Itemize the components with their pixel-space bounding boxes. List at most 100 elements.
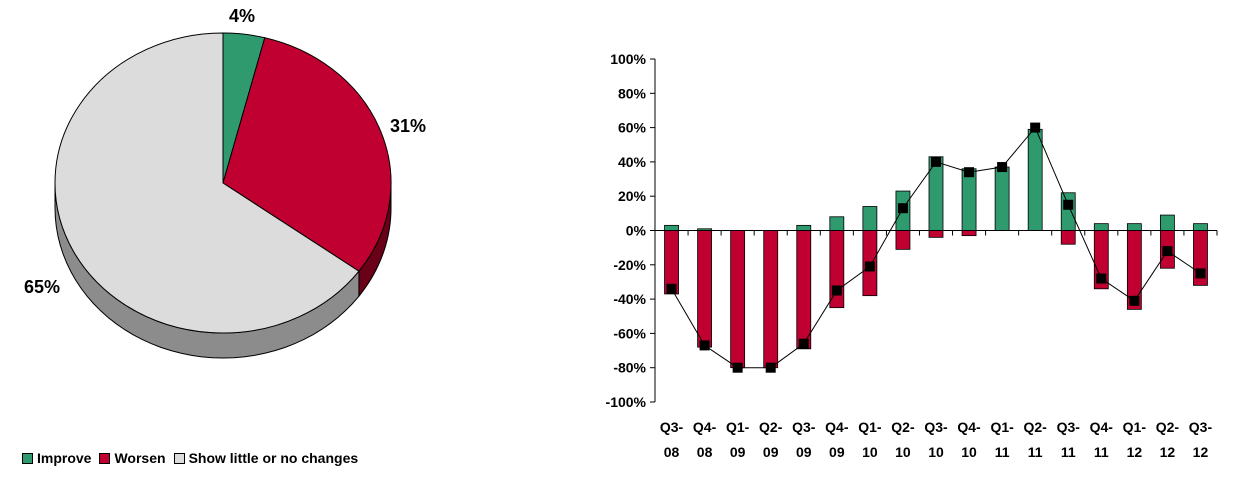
x-tick-label-quarter: Q1- (858, 419, 882, 435)
x-tick-label-quarter: Q2- (1156, 419, 1180, 435)
x-tick-label-year: 10 (862, 444, 878, 460)
x-tick-label-quarter: Q1- (726, 419, 750, 435)
x-tick-label-year: 08 (697, 444, 713, 460)
y-tick-label: 40% (618, 154, 647, 170)
x-tick-label-quarter: Q2- (891, 419, 915, 435)
bar-improve (994, 166, 1010, 231)
y-tick-label: 20% (618, 188, 647, 204)
net-balance-marker (798, 338, 809, 349)
net-balance-marker (699, 340, 710, 351)
bar-worsen (961, 230, 977, 237)
net-balance-marker (1129, 295, 1140, 306)
pie-label-1: 31% (390, 116, 426, 136)
x-tick-label-quarter: Q3- (1189, 419, 1213, 435)
x-tick-label-year: 09 (763, 444, 779, 460)
legend-label-improve: Improve (37, 450, 92, 466)
y-tick-label: -60% (613, 325, 646, 341)
x-tick-label-quarter: Q4- (957, 419, 981, 435)
pie-legend: Improve Worsen Show little or no changes (22, 450, 366, 466)
y-tick-label: 80% (618, 85, 647, 101)
x-tick-label-quarter: Q3- (792, 419, 816, 435)
net-balance-marker (964, 167, 975, 178)
bar-improve (829, 216, 845, 231)
x-tick-label-quarter: Q3- (1057, 419, 1081, 435)
x-tick-label-quarter: Q3- (924, 419, 948, 435)
x-tick-label-year: 12 (1160, 444, 1176, 460)
bar-worsen (928, 230, 944, 238)
x-tick-label-year: 11 (1061, 444, 1076, 460)
x-tick-label-quarter: Q2- (1024, 419, 1048, 435)
x-tick-label-year: 10 (961, 444, 977, 460)
bar-worsen (730, 230, 746, 369)
x-tick-label-year: 08 (664, 444, 680, 460)
bar-worsen (1060, 230, 1076, 245)
net-balance-marker (1063, 199, 1074, 210)
net-balance-marker (765, 362, 776, 373)
x-tick-label-year: 11 (995, 444, 1010, 460)
y-tick-label: -80% (613, 360, 646, 376)
net-balance-marker (732, 362, 743, 373)
pie-chart: 4% 31% 65% (24, 6, 426, 359)
net-balance-marker (864, 261, 875, 272)
bar-worsen (697, 230, 712, 348)
x-tick-label-year: 10 (895, 444, 911, 460)
x-tick-label-year: 11 (1094, 444, 1109, 460)
pie-slice-2 (54, 32, 360, 334)
x-tick-label-quarter: Q1- (990, 419, 1014, 435)
bar-worsen (895, 230, 911, 250)
legend-item-worsen: Worsen (99, 450, 166, 466)
legend-swatch-improve (22, 452, 33, 464)
bar-improve (664, 224, 679, 231)
legend-swatch-worsen (99, 452, 111, 464)
net-balance-marker (1096, 273, 1107, 284)
y-tick-label: -20% (613, 257, 646, 273)
net-balance-marker (1195, 268, 1206, 279)
bar-improve (1160, 214, 1175, 231)
x-tick-label-year: 09 (796, 444, 812, 460)
y-tick-label: 100% (610, 51, 646, 67)
y-tick-label: 60% (618, 120, 647, 136)
x-tick-label-quarter: Q3- (660, 419, 684, 435)
legend-label-no-change: Show little or no changes (188, 450, 359, 466)
bar-worsen (763, 230, 779, 369)
bar-improve (1193, 223, 1208, 231)
y-tick-label: 0% (626, 223, 647, 239)
legend-label-worsen: Worsen (114, 450, 166, 466)
x-tick-label-year: 12 (1193, 444, 1209, 460)
bar-improve (862, 206, 878, 231)
x-tick-label-year: 10 (928, 444, 944, 460)
net-balance-marker (931, 156, 941, 167)
x-tick-label-year: 09 (730, 444, 746, 460)
bar-improve (928, 156, 944, 231)
bar-improve (1027, 128, 1043, 231)
x-tick-label-year: 11 (1028, 444, 1043, 460)
bar-improve (961, 168, 977, 231)
x-tick-label-year: 09 (829, 444, 845, 460)
x-tick-label-quarter: Q2- (759, 419, 783, 435)
bar-improve (1126, 223, 1142, 231)
legend-item-no-change: Show little or no changes (173, 450, 359, 466)
y-tick-label: -40% (613, 291, 646, 307)
y-tick-label: -100% (606, 394, 647, 410)
x-tick-label-year: 12 (1127, 444, 1143, 460)
x-tick-label-quarter: Q1- (1123, 419, 1147, 435)
net-balance-marker (1162, 246, 1173, 257)
x-tick-label-quarter: Q4- (693, 419, 717, 435)
x-tick-label-quarter: Q4- (825, 419, 849, 435)
net-balance-marker (831, 285, 842, 296)
bar-improve (1060, 192, 1076, 231)
legend-swatch-no-change (173, 452, 185, 464)
bar-chart: 100% 80% 60% 40% 20% 0% -20% -40% -60% -80% -100% Q… (606, 51, 1218, 460)
net-balance-marker (1030, 122, 1041, 133)
net-balance-marker (666, 283, 677, 294)
net-balance-marker (997, 162, 1008, 173)
net-balance-marker (897, 203, 908, 214)
bar-improve (1093, 223, 1109, 231)
legend-item-improve: Improve (22, 450, 91, 466)
bar-worsen (829, 230, 845, 309)
pie-slice-1 (222, 37, 392, 272)
bar-improve (796, 224, 812, 231)
bar-worsen (796, 230, 812, 350)
pie-label-2: 65% (24, 277, 60, 297)
pie-label-0: 4% (229, 6, 255, 26)
